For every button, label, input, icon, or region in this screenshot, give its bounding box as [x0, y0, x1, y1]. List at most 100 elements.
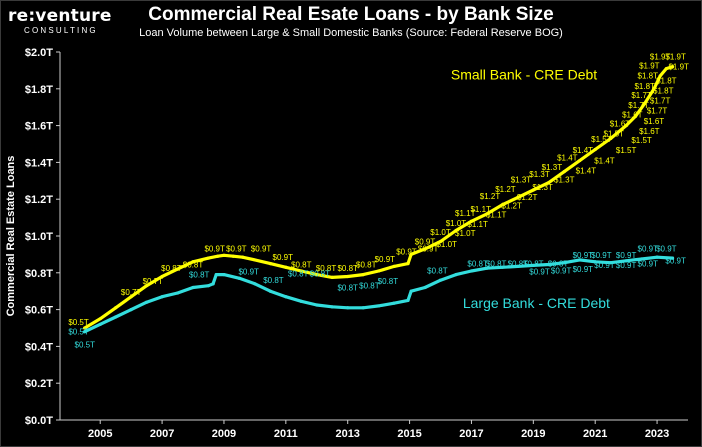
data-point	[268, 262, 272, 266]
data-label: $1.6T	[639, 127, 660, 136]
data-point	[377, 304, 381, 308]
data-label: $1.2T	[495, 185, 516, 194]
data-label: $1.3T	[542, 163, 563, 172]
data-point	[160, 295, 164, 299]
data-label: $0.8T	[337, 264, 358, 273]
data-label: $1.5T	[616, 146, 637, 155]
data-point	[593, 147, 597, 152]
data-label: $1.3T	[554, 176, 575, 185]
data-point	[500, 265, 504, 269]
data-label: $1.4T	[557, 154, 578, 163]
data-point	[299, 269, 303, 273]
data-point	[240, 255, 245, 259]
data-point	[562, 261, 566, 265]
data-label: $0.9T	[396, 247, 417, 256]
data-label: $0.9T	[594, 261, 615, 270]
data-point	[315, 273, 319, 277]
data-label: $0.8T	[359, 281, 380, 290]
data-point	[145, 300, 149, 304]
data-point	[578, 158, 582, 163]
data-point	[670, 65, 675, 69]
data-label: $1.0T	[436, 240, 457, 249]
data-label: $0.8T	[161, 264, 182, 273]
data-label: $1.6T	[622, 110, 643, 119]
data-label: $1.5T	[631, 136, 652, 145]
data-point	[423, 247, 427, 251]
data-label: $0.8T	[183, 260, 204, 269]
data-label: $1.9T	[650, 52, 671, 61]
data-label: $1.0T	[446, 219, 467, 228]
data-point	[253, 282, 257, 286]
data-label: $1.7T	[631, 91, 652, 100]
data-label: $1.9T	[665, 52, 686, 61]
data-label: $1.8T	[638, 72, 659, 81]
data-point	[438, 278, 443, 282]
data-label: $1.2T	[480, 192, 501, 201]
y-tick-label: $0.4T	[25, 341, 53, 353]
y-tick-label: $2.0T	[25, 47, 53, 59]
data-label: $1.2T	[501, 201, 522, 210]
data-label: $0.8T	[523, 259, 544, 268]
data-label: $0.9T	[573, 251, 594, 260]
data-label: $1.3T	[532, 183, 553, 192]
data-label: $0.9T	[375, 255, 396, 264]
data-point	[547, 262, 551, 267]
data-label: $0.5T	[75, 340, 96, 349]
data-label: $1.8T	[653, 86, 674, 95]
data-point	[392, 264, 396, 268]
data-point	[652, 87, 656, 91]
y-tick-label: $1.0T	[25, 231, 53, 243]
x-tick-label: 2023	[645, 428, 669, 440]
data-label: $0.9T	[591, 251, 612, 260]
data-point	[268, 289, 272, 293]
data-point	[284, 265, 288, 269]
data-label: $0.9T	[415, 237, 436, 246]
data-point	[578, 258, 582, 262]
data-label: $0.9T	[638, 259, 659, 268]
data-point	[593, 260, 597, 264]
data-label: $0.9T	[418, 245, 439, 254]
data-label: $0.9T	[551, 267, 572, 276]
data-label: $0.5T	[68, 327, 89, 336]
data-point	[346, 306, 350, 310]
data-point	[377, 269, 381, 273]
data-label: $0.7T	[143, 277, 164, 286]
data-label: $0.8T	[263, 276, 284, 285]
data-label: $1.7T	[650, 97, 671, 106]
data-label: $0.8T	[189, 270, 210, 279]
data-point	[624, 124, 628, 128]
data-label: $0.9T	[616, 261, 637, 270]
data-label: $0.8T	[508, 259, 529, 268]
data-label: $0.8T	[288, 269, 309, 278]
data-label: $0.8T	[486, 259, 507, 268]
data-label: $0.8T	[467, 259, 488, 268]
data-point	[423, 285, 427, 290]
data-point	[670, 256, 675, 260]
data-point	[547, 181, 551, 185]
data-label: $0.9T	[656, 245, 677, 254]
data-label: $0.9T	[204, 245, 225, 254]
data-point	[664, 66, 668, 71]
chart-title: Commercial Real Esate Loans - by Bank Si…	[148, 4, 554, 25]
data-point	[83, 330, 87, 334]
data-point	[216, 254, 220, 258]
data-label: $1.4T	[594, 156, 615, 165]
data-point	[658, 74, 662, 78]
brand-logo: re:venture CONSULTING	[8, 8, 112, 35]
data-point	[175, 267, 180, 271]
data-label: $1.6T	[610, 120, 631, 129]
data-label: $0.8T	[310, 269, 331, 278]
data-point	[392, 301, 396, 305]
data-label: $1.3T	[511, 176, 532, 185]
series-annotation: Small Bank - CRE Debt	[451, 67, 597, 83]
data-point	[469, 219, 474, 223]
data-point	[222, 253, 226, 257]
x-tick-label: 2019	[521, 428, 545, 440]
data-labels-layer: $0.5T$0.7T$0.7T$0.8T $0.8T$0.9T $0.9T $0.9T…	[68, 52, 689, 349]
data-label: $1.1T	[486, 211, 507, 220]
data-label: $1.9T	[639, 62, 660, 71]
data-point	[485, 266, 489, 270]
data-label: $1.2T	[517, 193, 538, 202]
x-tick-label: 2021	[583, 428, 607, 440]
